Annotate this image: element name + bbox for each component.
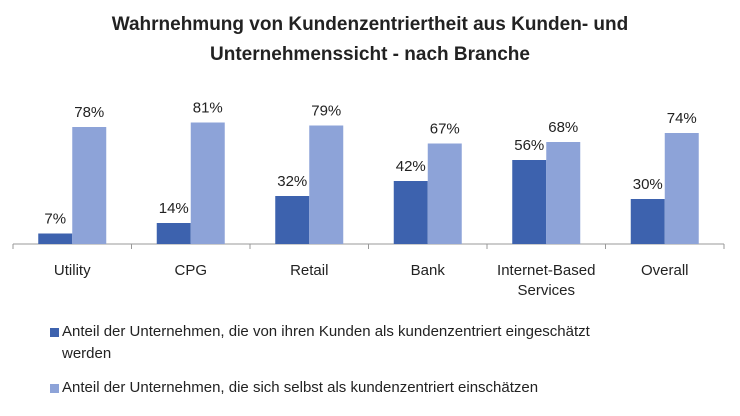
bar-series-1-bank bbox=[393, 181, 428, 244]
legend-swatch-series-1 bbox=[50, 328, 59, 337]
legend-swatch-series-2 bbox=[50, 384, 59, 393]
x-tick-label: Utility bbox=[54, 262, 91, 279]
data-label: 56% bbox=[514, 137, 544, 154]
data-label: 42% bbox=[396, 158, 426, 175]
x-tick-label: Overall bbox=[641, 262, 689, 279]
data-label: 79% bbox=[311, 103, 341, 120]
x-tick-label: Retail bbox=[290, 262, 328, 279]
data-label: 30% bbox=[633, 176, 663, 193]
bar-series-1-overall bbox=[630, 199, 665, 244]
bar-series-2-utility bbox=[72, 127, 107, 244]
bar-series-2-cpg bbox=[190, 122, 225, 244]
legend-label-series-1-line-2: werden bbox=[62, 345, 112, 362]
data-label: 81% bbox=[193, 100, 223, 117]
data-label: 14% bbox=[159, 200, 189, 217]
data-label: 74% bbox=[667, 110, 697, 127]
chart-title-line-2: Unternehmenssicht - nach Branche bbox=[210, 44, 530, 65]
data-label: 32% bbox=[277, 173, 307, 190]
bar-series-2-retail bbox=[309, 125, 344, 244]
legend-item-series-1: Anteil der Unternehmen, die von ihren Ku… bbox=[50, 321, 702, 365]
bar-series-1-retail bbox=[275, 196, 310, 244]
data-label: 68% bbox=[548, 119, 578, 136]
bar-chart: 7% 78% Utility 14% 81% CPG 32% 79% Retail 42% 67% B… bbox=[12, 100, 725, 299]
legend-item-series-2: Anteil der Unternehmen, die sich selbst … bbox=[50, 377, 702, 399]
bar-series-1-utility bbox=[38, 233, 73, 244]
x-tick-label: CPG bbox=[174, 262, 207, 279]
x-tick-label: Services bbox=[517, 282, 575, 299]
bar-series-1-internet-based-services bbox=[512, 160, 547, 244]
bar-series-2-bank bbox=[427, 143, 462, 244]
chart-title: Wahrnehmung von Kundenzentriertheit aus … bbox=[0, 10, 740, 70]
data-label: 7% bbox=[44, 211, 66, 228]
x-tick-label: Internet-Based bbox=[497, 262, 595, 279]
bar-series-1-cpg bbox=[156, 223, 191, 244]
legend-label-series-2: Anteil der Unternehmen, die sich selbst … bbox=[62, 379, 539, 396]
x-tick-label: Bank bbox=[411, 262, 446, 279]
bar-series-2-internet-based-services bbox=[546, 142, 581, 244]
data-label: 67% bbox=[430, 121, 460, 138]
bar-series-2-overall bbox=[664, 133, 699, 244]
legend-label-series-1-line-1: Anteil der Unternehmen, die von ihren Ku… bbox=[62, 323, 590, 340]
chart-title-line-1: Wahrnehmung von Kundenzentriertheit aus … bbox=[111, 14, 629, 35]
data-label: 78% bbox=[74, 104, 104, 121]
